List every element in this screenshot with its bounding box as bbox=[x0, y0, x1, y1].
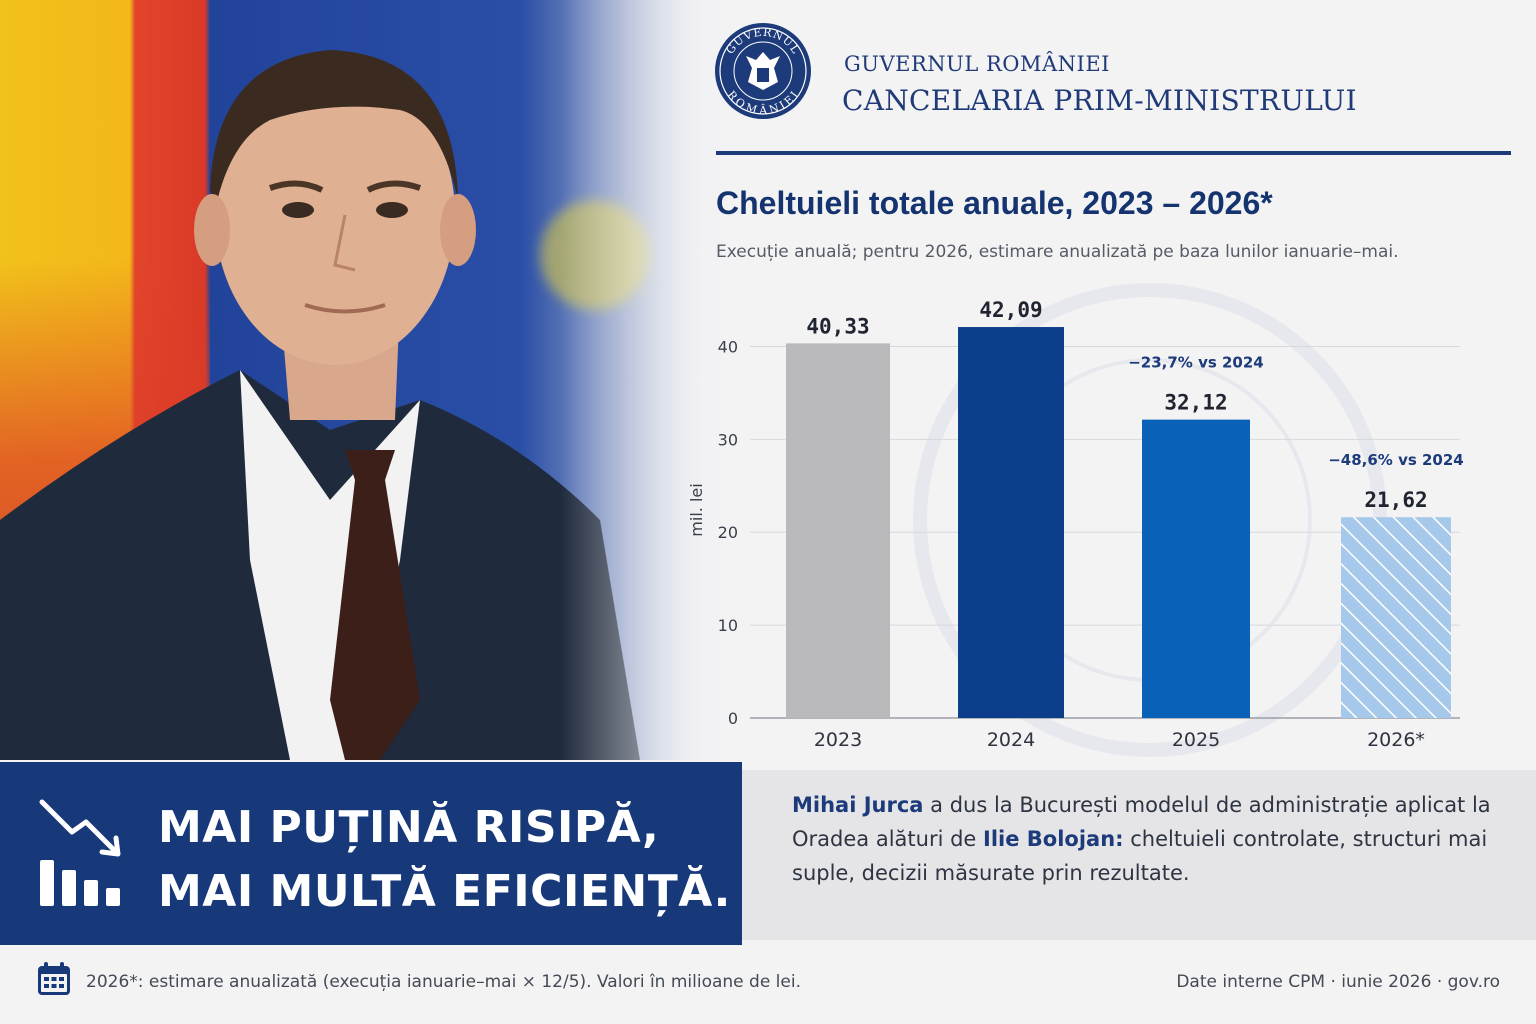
x-tick-label: 2023 bbox=[814, 729, 862, 751]
chart-subtitle: Execuție anuală; pentru 2026, estimare a… bbox=[716, 242, 1399, 262]
x-tick-label: 2026* bbox=[1367, 729, 1425, 751]
value-label: 21,62 bbox=[1364, 488, 1427, 512]
y-tick-label: 20 bbox=[718, 523, 738, 542]
footer: 2026*: estimare anualizată (execuția ian… bbox=[0, 945, 1536, 1024]
value-label: 32,12 bbox=[1164, 391, 1227, 415]
source-credits: Date interne CPM · iunie 2026 · gov.ro bbox=[1176, 972, 1500, 992]
government-name: GUVERNUL ROMÂNIEI bbox=[844, 52, 1110, 76]
x-tick-label: 2024 bbox=[987, 729, 1035, 751]
bar-2023 bbox=[786, 343, 890, 718]
chart-decrease-icon bbox=[39, 799, 121, 906]
description-part-1: a dus la București modelul de administra… bbox=[792, 793, 1491, 851]
header: GUVERNUL ROMÂNIEI GUVERNUL ROMÂNIEI CANC… bbox=[714, 22, 1514, 152]
description-text: Mihai Jurca a dus la București modelul d… bbox=[792, 788, 1492, 890]
slogan-line-2: MAI MULTĂ EFICIENȚĂ. bbox=[158, 866, 731, 917]
slogan-line-1: MAI PUȚINĂ RISIPĂ, bbox=[158, 802, 660, 853]
y-tick-label: 0 bbox=[728, 709, 738, 728]
footnote: 2026*: estimare anualizată (execuția ian… bbox=[86, 972, 801, 992]
bar-2025 bbox=[1142, 419, 1250, 718]
description-part-2: cheltuieli controlate, structuri mai sup… bbox=[792, 827, 1488, 885]
value-label: 42,09 bbox=[979, 298, 1042, 322]
person-name-2: Ilie Bolojan: bbox=[983, 827, 1124, 851]
bar-chart: 0 10 20 30 40 40,33 2023 42,09 2024 32,12 −23,7% v… bbox=[680, 280, 1530, 760]
person-illustration bbox=[0, 50, 640, 760]
y-tick-label: 40 bbox=[718, 337, 738, 356]
slogan-banner: MAI PUȚINĂ RISIPĂ, MAI MULTĂ EFICIENȚĂ. bbox=[0, 762, 742, 945]
bar-2026 bbox=[1341, 517, 1451, 718]
person-name-1: Mihai Jurca bbox=[792, 793, 924, 817]
x-tick-label: 2025 bbox=[1172, 729, 1220, 751]
fade-overlay bbox=[560, 0, 740, 760]
government-seal-logo: GUVERNUL ROMÂNIEI bbox=[715, 23, 811, 119]
description-box: Mihai Jurca a dus la București modelul d… bbox=[742, 770, 1536, 940]
chart-title: Cheltuieli totale anuale, 2023 – 2026* bbox=[716, 185, 1273, 221]
change-annotation: −23,7% vs 2024 bbox=[1128, 354, 1264, 372]
bar-2024 bbox=[958, 327, 1064, 718]
office-name: CANCELARIA PRIM-MINISTRULUI bbox=[842, 84, 1357, 117]
value-label: 40,33 bbox=[806, 314, 869, 338]
bar-chart-svg: 0 10 20 30 40 40,33 2023 42,09 2024 32,12 −23,7% v… bbox=[687, 283, 1464, 757]
y-tick-label: 10 bbox=[718, 616, 738, 635]
change-annotation: −48,6% vs 2024 bbox=[1328, 451, 1464, 469]
y-axis-label: mil. lei bbox=[687, 483, 706, 536]
portrait-photo bbox=[0, 0, 740, 760]
header-divider bbox=[716, 151, 1511, 155]
calendar-icon bbox=[38, 962, 70, 995]
y-tick-label: 30 bbox=[718, 430, 738, 449]
